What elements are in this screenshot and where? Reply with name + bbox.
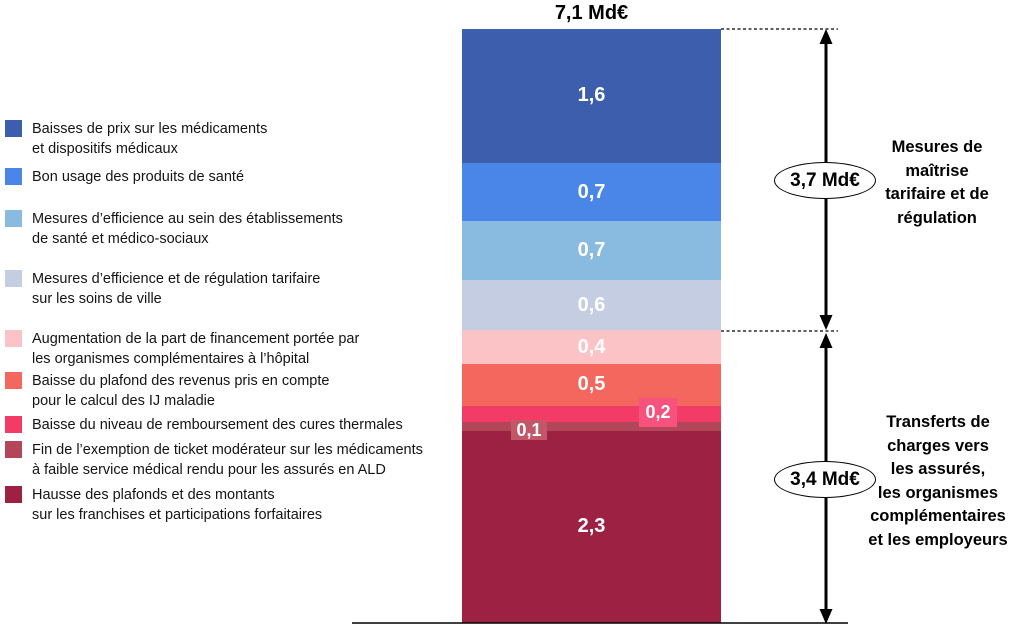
legend-item-label: Baisses de prix sur les médicaments et di… <box>32 121 268 157</box>
legend-item: Bon usage des produits de santé <box>5 167 244 187</box>
group-label-line: tarifaire et de <box>885 185 989 203</box>
segment-value-label: 1,6 <box>577 84 606 107</box>
legend-item: Hausse des plafonds et des montants sur l… <box>5 485 322 525</box>
legend-item: Fin de l’exemption de ticket modérateur … <box>5 440 423 480</box>
segment-value-label-boxed: 0,1 <box>511 420 547 440</box>
bar-segment: 0,4 <box>462 330 721 364</box>
group-label-line: et les employeurs <box>868 530 1008 549</box>
legend-swatch-icon <box>5 372 22 389</box>
legend-item: Augmentation de la part de financement p… <box>5 329 359 369</box>
legend-item: Mesures d’efficience et de régulation ta… <box>5 269 320 309</box>
legend-swatch-icon <box>5 120 22 137</box>
legend-swatch-icon <box>5 210 22 227</box>
stacked-bar: 1,6 0,7 0,7 0,6 0,4 0,5 2,3 0,2 0,1 <box>462 29 721 624</box>
legend-item-label: Mesures d’efficience au sein des établis… <box>32 211 343 247</box>
group2-total-badge: 3,4 Md€ <box>774 461 876 498</box>
legend-item-label: Hausse des plafonds et des montants sur l… <box>32 487 323 523</box>
bar-segment: 0,7 <box>462 221 721 281</box>
legend-item: Baisse du niveau de remboursement des cu… <box>5 415 403 435</box>
legend-item-label: Baisse du niveau de remboursement des cu… <box>32 417 403 433</box>
bar-segment <box>462 422 721 431</box>
arrow-up-head-icon <box>819 29 833 44</box>
bar-segment: 0,7 <box>462 162 721 222</box>
legend-swatch-icon <box>5 330 22 347</box>
legend-swatch-icon <box>5 416 22 433</box>
legend-swatch-icon <box>5 270 22 287</box>
legend-item: Baisse du plafond des revenus pris en co… <box>5 371 329 411</box>
segment-value-label: 0,4 <box>577 335 606 358</box>
arrow-down-head-icon <box>819 315 833 330</box>
legend-item-label: Mesures d’efficience et de régulation ta… <box>32 271 321 307</box>
group1-label: Mesures de maîtrise tarifaire et de régulat… <box>862 136 1011 230</box>
group-label-line: les organismes <box>877 483 999 502</box>
arrow-up-head-icon <box>819 333 833 348</box>
bar-segment: 0,6 <box>462 280 721 331</box>
legend-item: Baisses de prix sur les médicaments et di… <box>5 119 267 159</box>
bar-segment: 2,3 <box>462 430 721 624</box>
group-label-line: Mesures de <box>891 138 983 156</box>
legend-swatch-icon <box>5 441 22 458</box>
chart-total-label: 7,1 Md€ <box>554 2 629 24</box>
segment-value-label: 0,5 <box>577 373 606 396</box>
segment-value-label: 0,7 <box>577 180 606 203</box>
bar-segment <box>462 405 721 423</box>
segment-value-label: 2,3 <box>577 515 606 538</box>
segment-value-label-boxed: 0,2 <box>639 398 677 427</box>
legend-item-label: Augmentation de la part de financement p… <box>32 331 360 367</box>
group-label-line: complémentaires <box>870 507 1006 525</box>
legend-swatch-icon <box>5 168 22 185</box>
group2-label: Transferts de charges vers les assurés, les… <box>864 411 1011 552</box>
group-label-line: Transferts de <box>886 413 990 431</box>
legend-item-label: Fin de l’exemption de ticket modérateur … <box>32 442 423 478</box>
legend-item: Mesures d’efficience au sein des établis… <box>5 209 343 249</box>
legend-item-label: Bon usage des produits de santé <box>32 169 245 185</box>
segment-value-label: 0,6 <box>577 293 606 316</box>
group1-total-badge: 3,7 Md€ <box>774 162 876 199</box>
bar-segment: 1,6 <box>462 29 721 163</box>
group-label-line: charges vers <box>887 436 989 455</box>
bar-segment: 0,5 <box>462 363 721 406</box>
group-label-line: maîtrise <box>905 161 969 180</box>
legend-item-label: Baisse du plafond des revenus pris en co… <box>32 373 330 409</box>
arrow-down-head-icon <box>819 609 833 624</box>
group-label-line: régulation <box>897 208 977 227</box>
group-label-line: les assurés, <box>890 460 986 478</box>
legend-swatch-icon <box>5 486 22 503</box>
segment-value-label: 0,7 <box>577 239 606 262</box>
